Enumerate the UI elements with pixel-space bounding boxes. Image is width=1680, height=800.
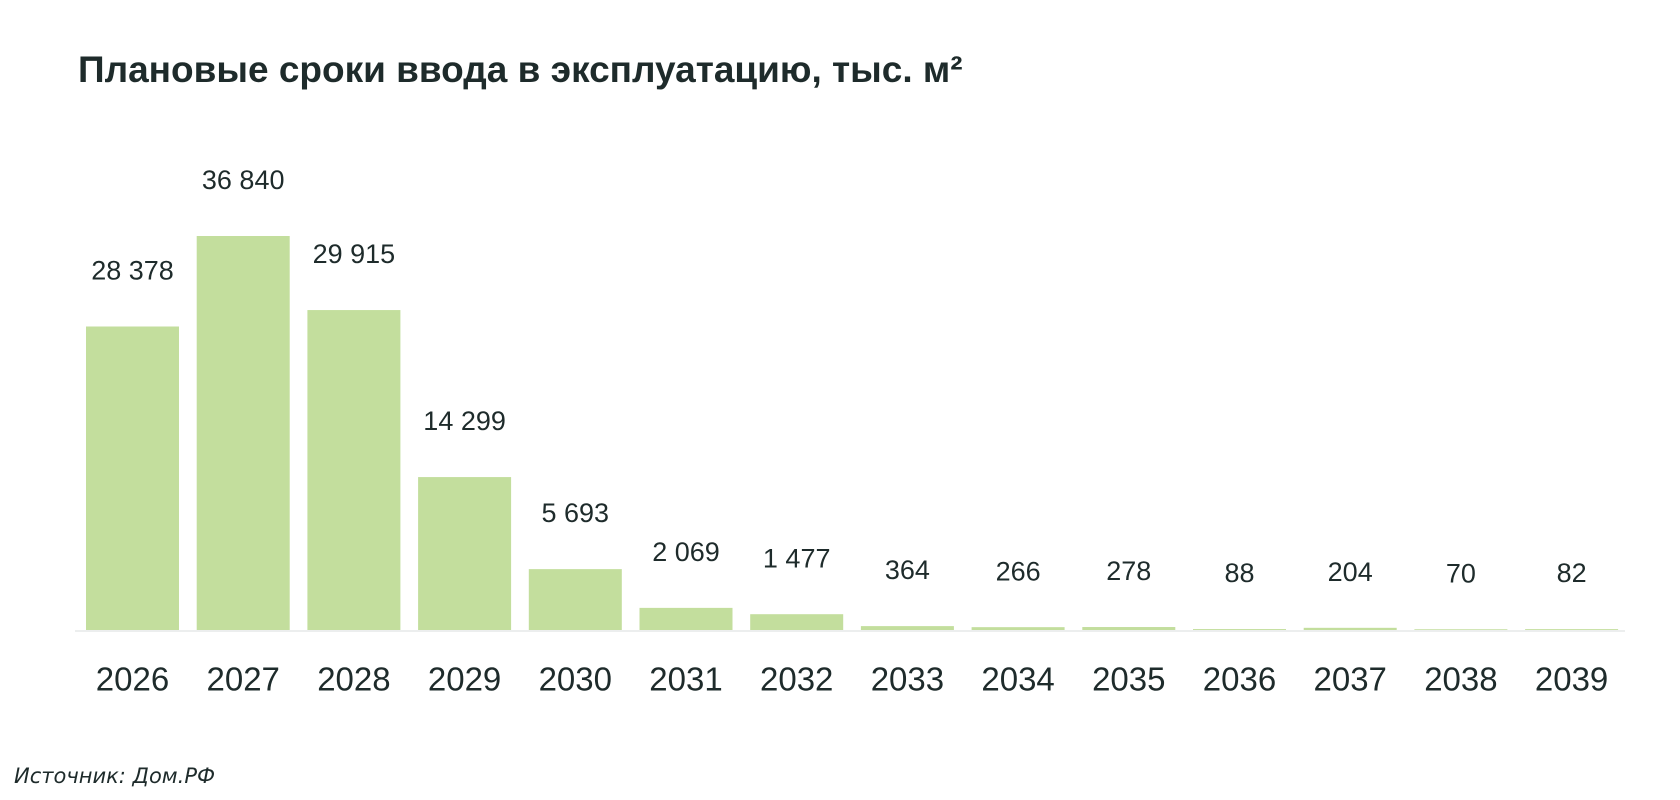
x-tick-label: 2037: [1313, 661, 1386, 698]
value-label: 266: [996, 556, 1041, 586]
x-tick-label: 2033: [871, 661, 944, 698]
x-tick-label: 2031: [649, 661, 722, 698]
bar: [307, 310, 401, 630]
bar: [1525, 629, 1619, 630]
x-tick-label: 2038: [1424, 661, 1497, 698]
bar: [639, 607, 733, 630]
value-label: 364: [885, 555, 930, 585]
bar: [750, 614, 844, 630]
bar: [418, 477, 512, 630]
value-label: 5 693: [542, 498, 610, 528]
bar: [860, 626, 954, 630]
value-label: 2 069: [652, 537, 720, 567]
value-label: 36 840: [202, 165, 285, 195]
bar: [1303, 627, 1397, 630]
value-label: 82: [1557, 558, 1587, 588]
x-tick-label: 2034: [981, 661, 1054, 698]
value-label: 88: [1224, 558, 1254, 588]
x-tick-label: 2027: [206, 661, 279, 698]
value-label: 1 477: [763, 543, 831, 573]
bar: [196, 236, 290, 630]
x-tick-label: 2028: [317, 661, 390, 698]
x-tick-label: 2032: [760, 661, 833, 698]
value-label: 29 915: [313, 239, 396, 269]
x-tick-label: 2029: [428, 661, 501, 698]
x-tick-label: 2036: [1203, 661, 1276, 698]
source-note: Источник: Дом.РФ: [14, 764, 215, 788]
bar: [971, 627, 1065, 630]
x-tick-label: 2039: [1535, 661, 1608, 698]
bar: [1193, 629, 1286, 630]
value-label: 70: [1446, 558, 1476, 588]
x-tick-label: 2030: [539, 661, 612, 698]
value-label: 28 378: [91, 256, 174, 286]
x-tick-label: 2026: [96, 661, 169, 698]
bar: [1082, 627, 1176, 630]
chart-title: Плановые сроки ввода в эксплуатацию, тыс…: [78, 49, 963, 90]
value-label: 204: [1328, 557, 1373, 587]
bar: [86, 326, 179, 630]
bar: [528, 569, 622, 630]
value-label: 278: [1106, 556, 1151, 586]
x-tick-label: 2035: [1092, 661, 1165, 698]
bar: [1414, 629, 1508, 630]
value-label: 14 299: [423, 406, 506, 436]
